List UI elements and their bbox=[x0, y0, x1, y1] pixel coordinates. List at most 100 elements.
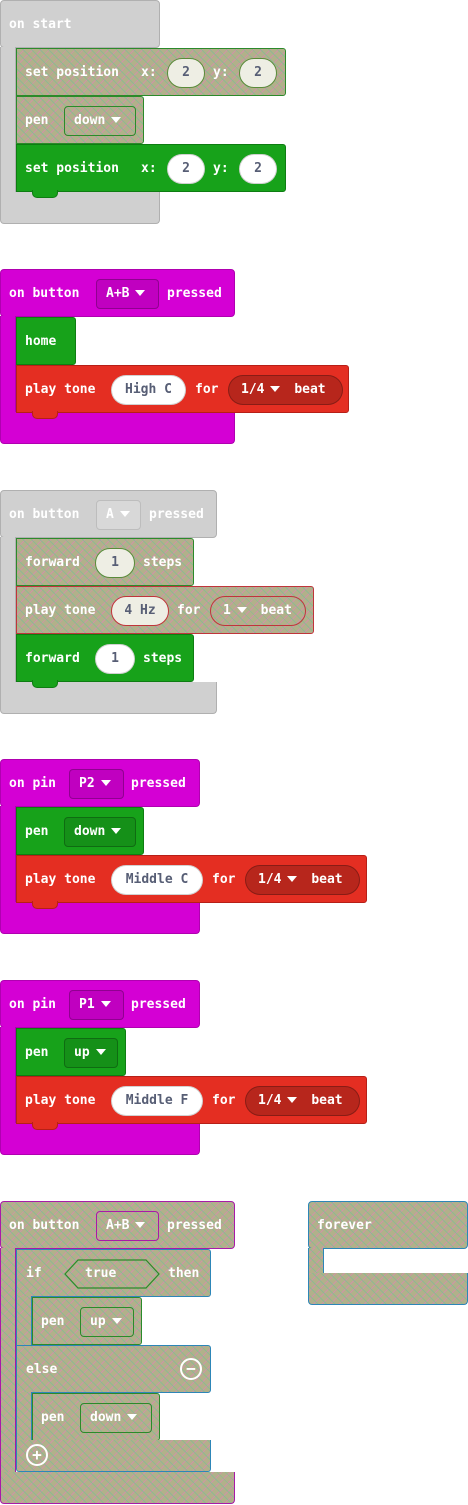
pen-state-value: down bbox=[90, 1410, 122, 1425]
steps-label: steps bbox=[143, 555, 183, 570]
play-tone-label: play tone bbox=[25, 382, 96, 397]
button-dropdown[interactable]: A+B bbox=[96, 279, 159, 309]
c-arm bbox=[0, 806, 16, 904]
on-start-block[interactable]: on start bbox=[0, 0, 160, 48]
home-block[interactable]: home bbox=[16, 317, 76, 365]
button-dropdown[interactable]: A+B bbox=[96, 1211, 159, 1241]
block-footer bbox=[0, 1123, 200, 1155]
beat-dropdown[interactable]: 1/4 beat bbox=[228, 375, 343, 405]
chevron-down-icon bbox=[270, 386, 281, 392]
steps-input[interactable]: 1 bbox=[95, 644, 135, 674]
on-pin-pressed-block[interactable]: on pin P1 pressed bbox=[0, 980, 200, 1028]
chevron-down-icon bbox=[100, 1001, 111, 1007]
note-input[interactable]: Middle F bbox=[111, 1086, 203, 1116]
pen-block-disabled[interactable]: pen down bbox=[32, 1393, 160, 1441]
pressed-label: pressed bbox=[131, 776, 186, 791]
pin-dropdown[interactable]: P1 bbox=[69, 990, 124, 1020]
button-value: A+B bbox=[106, 1218, 130, 1233]
steps-input[interactable]: 1 bbox=[95, 548, 135, 578]
pen-state-dropdown[interactable]: down bbox=[80, 1403, 152, 1433]
for-label: for bbox=[212, 1093, 236, 1108]
play-tone-block[interactable]: play tone Middle C for 1/4 beat bbox=[16, 855, 367, 909]
button-dropdown[interactable]: A bbox=[96, 500, 141, 530]
steps-label: steps bbox=[143, 651, 183, 666]
note-input[interactable]: High C bbox=[111, 375, 186, 405]
on-start-c-arm bbox=[0, 47, 16, 194]
on-button-label: on button bbox=[9, 286, 80, 301]
play-tone-block[interactable]: play tone Middle F for 1/4 beat bbox=[16, 1076, 367, 1130]
note-input[interactable]: Middle C bbox=[111, 865, 203, 895]
pen-block[interactable]: pen down bbox=[16, 807, 144, 855]
on-button-pressed-block[interactable]: on button A+B pressed bbox=[0, 269, 235, 317]
condition-value: true bbox=[85, 1266, 117, 1281]
beat-dropdown[interactable]: 1/4 beat bbox=[245, 1086, 360, 1116]
beat-label: beat bbox=[260, 603, 292, 618]
pin-value: P1 bbox=[79, 997, 95, 1012]
set-position-block[interactable]: set position x: 2 y: 2 bbox=[16, 144, 286, 198]
beat-value: 1/4 bbox=[258, 1093, 282, 1108]
beat-dropdown[interactable]: 1/4 beat bbox=[245, 865, 360, 895]
chevron-down-icon bbox=[287, 876, 298, 882]
pen-state-dropdown[interactable]: down bbox=[64, 106, 136, 136]
if-block-disabled[interactable]: if true then bbox=[16, 1249, 211, 1297]
forever-slot[interactable] bbox=[324, 1249, 468, 1273]
chevron-down-icon bbox=[135, 290, 146, 296]
y-input[interactable]: 2 bbox=[239, 154, 277, 184]
beat-value: 1/4 bbox=[241, 382, 265, 397]
c-arm bbox=[0, 316, 16, 414]
pen-state-value: up bbox=[74, 1045, 90, 1060]
condition-boolean[interactable] bbox=[64, 1259, 160, 1289]
c-arm bbox=[0, 537, 16, 684]
forever-footer bbox=[308, 1273, 468, 1305]
forward-block-disabled[interactable]: forward 1 steps bbox=[16, 538, 194, 586]
note-input[interactable]: 4 Hz bbox=[111, 596, 169, 626]
forward-label: forward bbox=[25, 651, 80, 666]
x-input[interactable]: 2 bbox=[167, 154, 205, 184]
if-label: if bbox=[26, 1266, 42, 1281]
pressed-label: pressed bbox=[149, 507, 204, 522]
x-label: x: bbox=[141, 161, 157, 176]
set-position-label: set position bbox=[25, 161, 119, 176]
pin-dropdown[interactable]: P2 bbox=[69, 769, 124, 799]
play-tone-block[interactable]: play tone High C for 1/4 beat bbox=[16, 365, 349, 419]
on-button-pressed-block-disabled[interactable]: on button A+B pressed bbox=[0, 1201, 235, 1249]
pen-state-dropdown[interactable]: down bbox=[64, 817, 136, 847]
then-label: then bbox=[168, 1266, 200, 1281]
pen-state-value: down bbox=[74, 824, 106, 839]
beat-dropdown[interactable]: 1 beat bbox=[210, 596, 306, 626]
x-input[interactable]: 2 bbox=[167, 58, 205, 88]
chevron-down-icon bbox=[135, 1222, 146, 1228]
pen-block-disabled[interactable]: pen down bbox=[16, 96, 144, 144]
on-start-label: on start bbox=[9, 17, 72, 32]
set-position-label: set position bbox=[25, 65, 119, 80]
block-notch bbox=[32, 901, 58, 909]
chevron-down-icon bbox=[287, 1097, 298, 1103]
play-tone-block-disabled[interactable]: play tone 4 Hz for 1 beat bbox=[16, 586, 314, 634]
button-value: A+B bbox=[106, 286, 130, 301]
add-else-icon[interactable]: + bbox=[26, 1444, 48, 1466]
block-notch bbox=[32, 1122, 58, 1130]
block-footer bbox=[0, 902, 200, 934]
forward-block[interactable]: forward 1 steps bbox=[16, 634, 194, 688]
on-pin-pressed-block[interactable]: on pin P2 pressed bbox=[0, 759, 200, 807]
forever-block-disabled[interactable]: forever bbox=[308, 1201, 468, 1249]
pressed-label: pressed bbox=[167, 1218, 222, 1233]
chevron-down-icon bbox=[127, 1414, 138, 1420]
forever-c-arm bbox=[308, 1248, 324, 1274]
set-position-block-disabled[interactable]: set position x: 2 y: 2 bbox=[16, 48, 286, 96]
pin-value: P2 bbox=[79, 776, 95, 791]
else-label: else bbox=[26, 1362, 58, 1377]
pen-block-disabled[interactable]: pen up bbox=[32, 1297, 142, 1345]
pressed-label: pressed bbox=[131, 997, 186, 1012]
pen-state-dropdown[interactable]: up bbox=[64, 1038, 118, 1068]
pen-block[interactable]: pen up bbox=[16, 1028, 126, 1076]
pen-state-dropdown[interactable]: up bbox=[80, 1307, 134, 1337]
pressed-label: pressed bbox=[167, 286, 222, 301]
remove-else-icon[interactable]: − bbox=[180, 1358, 202, 1380]
y-label: y: bbox=[213, 161, 229, 176]
on-button-pressed-block[interactable]: on button A pressed bbox=[0, 490, 217, 538]
chevron-down-icon bbox=[95, 1049, 106, 1055]
home-label: home bbox=[25, 334, 57, 349]
if-c-arm bbox=[16, 1296, 32, 1346]
y-input[interactable]: 2 bbox=[239, 58, 277, 88]
